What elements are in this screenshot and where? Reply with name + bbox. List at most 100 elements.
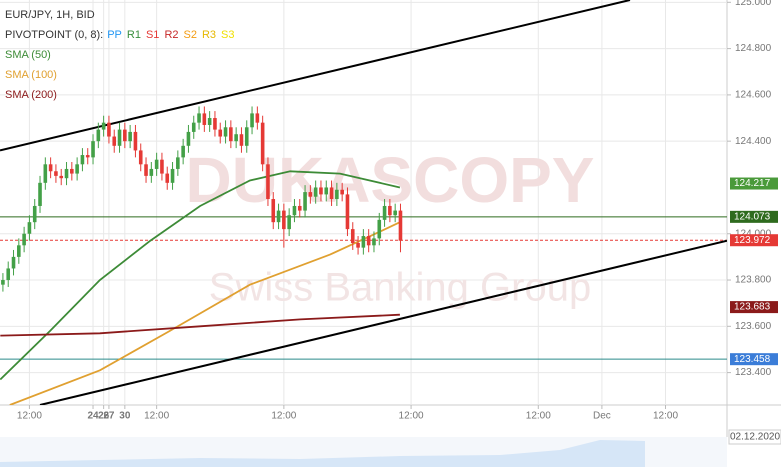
- candle-body: [345, 194, 350, 230]
- candle-body: [223, 127, 228, 137]
- candle-body: [382, 205, 387, 220]
- y-tick-label: 123.400: [735, 367, 772, 378]
- price-label: 123.683: [734, 302, 771, 313]
- y-tick-label: 124.800: [735, 43, 772, 54]
- x-tick-label: Dec: [593, 411, 611, 422]
- x-tick-label: 12:00: [144, 411, 169, 422]
- price-label-box: [730, 210, 778, 223]
- price-label: 123.458: [734, 354, 771, 365]
- candle-body: [303, 192, 307, 211]
- candle-body: [191, 122, 196, 132]
- price-label: 124.217: [734, 178, 771, 189]
- candle-body: [213, 118, 217, 130]
- candle-body: [17, 245, 21, 257]
- candle-body: [340, 189, 344, 195]
- candle-body: [297, 205, 302, 211]
- x-tick-label: 30: [119, 411, 131, 422]
- candle-body: [244, 127, 249, 146]
- candle-body: [59, 175, 64, 179]
- x-tick-label: 12:00: [399, 411, 424, 422]
- x-tick-label: 12:00: [17, 411, 42, 422]
- candle-body: [250, 113, 254, 128]
- y-tick-label: 124.400: [735, 136, 772, 147]
- candle-body: [133, 131, 138, 151]
- candle-body: [313, 187, 318, 197]
- candle-body: [335, 189, 339, 200]
- candle-body: [165, 173, 170, 183]
- candle-body: [27, 222, 32, 234]
- candle-body: [276, 210, 281, 223]
- candle-body: [229, 127, 233, 142]
- candle-body: [271, 199, 276, 223]
- candle-body: [393, 210, 397, 216]
- candle-body: [154, 159, 159, 169]
- candle-body: [176, 157, 180, 169]
- candle-body: [48, 164, 53, 172]
- pivot-item: PP: [107, 29, 122, 41]
- candle-body: [32, 205, 37, 223]
- candle-body: [202, 113, 207, 125]
- price-label: 124.073: [734, 211, 771, 222]
- grid: 125.000 124.800 124.600 124.400 124.000 123.8…: [0, 0, 772, 422]
- candle-body: [54, 171, 58, 176]
- trendline: [39, 239, 727, 405]
- y-tick-label: 123.600: [735, 321, 772, 332]
- candle-body: [350, 229, 355, 243]
- price-label-box: [730, 234, 778, 247]
- candle-body: [308, 192, 313, 197]
- candle-body: [144, 164, 148, 176]
- price-label: 123.972: [734, 235, 771, 246]
- pivot-item: R1: [127, 29, 141, 41]
- candle-body: [75, 164, 79, 174]
- candle-body: [255, 113, 260, 123]
- pivot-item: S3: [221, 29, 234, 41]
- pivot-item: S2: [184, 29, 197, 41]
- candle-body: [186, 131, 191, 146]
- candle-body: [266, 164, 270, 200]
- pivot-item: R2: [164, 29, 178, 41]
- date-box: [728, 429, 781, 445]
- x-tick-label: 24: [87, 411, 99, 422]
- y-tick-label: 124.000: [735, 228, 772, 239]
- candle-body: [128, 131, 132, 142]
- candle-body: [218, 129, 223, 137]
- candle-body: [1, 280, 5, 285]
- x-tick-label: 26: [98, 411, 110, 422]
- candle-body: [319, 187, 323, 195]
- y-tick-label: 123.800: [735, 275, 772, 286]
- price-label-box: [730, 301, 778, 314]
- candle-body: [372, 238, 376, 246]
- candle-body: [234, 134, 238, 142]
- x-tick-label: 12:00: [271, 411, 296, 422]
- candle-body: [366, 236, 371, 246]
- navigator-area: [0, 440, 645, 467]
- candle-body: [11, 256, 16, 269]
- price-label-box: [730, 353, 778, 366]
- pivot-item: S1: [146, 29, 159, 41]
- candle-body: [398, 210, 403, 241]
- candle-body: [43, 164, 48, 183]
- price-label-box: [730, 177, 778, 190]
- sma-line: [0, 170, 401, 381]
- candle-body: [282, 210, 286, 230]
- candle-body: [239, 134, 244, 146]
- candle-body: [260, 122, 265, 165]
- legend: EUR/JPY, 1H, BID PIVOTPOINT (0, 8): PP R1 S…: [5, 9, 235, 101]
- legend-item: SMA (200): [5, 89, 57, 101]
- pivot-item: R3: [202, 29, 216, 41]
- candle-body: [70, 168, 74, 174]
- legend-title: EUR/JPY, 1H, BID: [5, 9, 95, 21]
- x-tick-label: 12:00: [526, 411, 551, 422]
- pivot-label: PIVOTPOINT (0, 8):: [5, 29, 103, 41]
- candle-body: [96, 129, 101, 142]
- candle-body: [22, 233, 26, 246]
- candle-body: [361, 236, 366, 248]
- candle-body: [91, 141, 95, 158]
- candle-body: [181, 145, 185, 158]
- candle-body: [356, 243, 360, 248]
- candle-body: [138, 150, 143, 165]
- candle-body: [197, 113, 201, 123]
- candle-body: [85, 155, 90, 158]
- plot: [0, 0, 727, 405]
